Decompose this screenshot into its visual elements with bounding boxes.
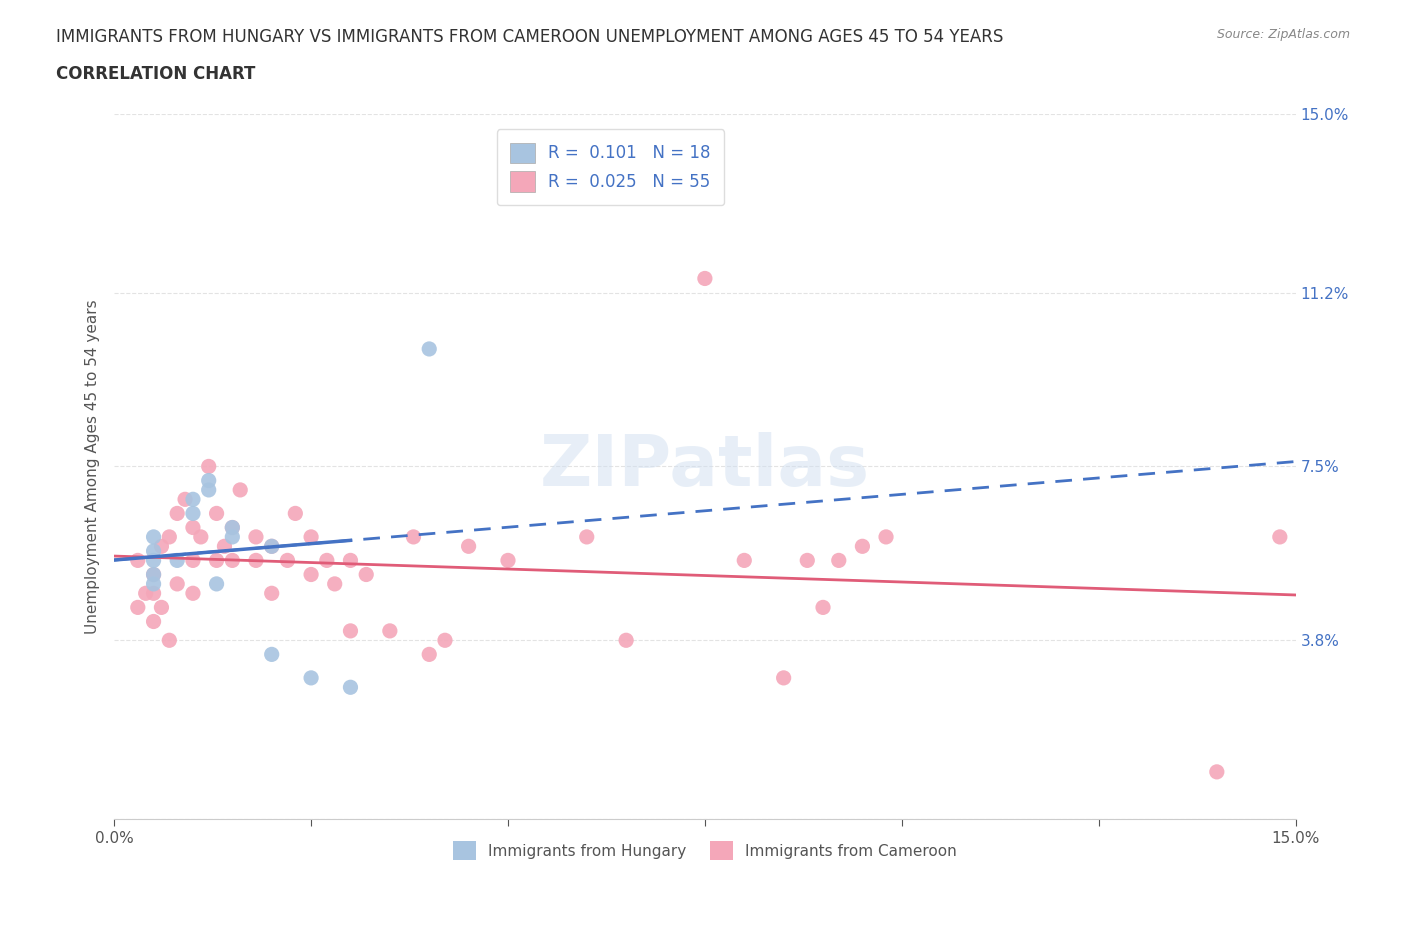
Point <box>1268 529 1291 544</box>
Point <box>157 529 180 544</box>
Point <box>457 538 479 553</box>
Point <box>127 600 149 615</box>
Point <box>260 647 283 662</box>
Point <box>197 459 219 474</box>
Point <box>221 553 243 568</box>
Point <box>181 520 204 535</box>
Point <box>378 623 401 638</box>
Point <box>614 632 637 647</box>
Text: ZIPatlas: ZIPatlas <box>540 432 870 501</box>
Point <box>142 586 165 601</box>
Point <box>496 553 519 568</box>
Point <box>166 506 188 521</box>
Point <box>433 632 456 647</box>
Point <box>197 473 219 488</box>
Legend: Immigrants from Hungary, Immigrants from Cameroon: Immigrants from Hungary, Immigrants from… <box>446 833 965 868</box>
Point <box>315 553 337 568</box>
Point <box>127 553 149 568</box>
Point <box>575 529 598 544</box>
Point <box>284 506 307 521</box>
Point <box>197 483 219 498</box>
Point <box>772 671 794 685</box>
Point <box>166 553 188 568</box>
Point <box>851 538 873 553</box>
Point <box>299 529 322 544</box>
Point <box>245 529 267 544</box>
Point <box>354 567 377 582</box>
Point <box>299 671 322 685</box>
Point <box>299 567 322 582</box>
Point <box>205 506 228 521</box>
Point <box>693 271 716 286</box>
Point <box>828 553 851 568</box>
Point <box>245 553 267 568</box>
Point <box>181 492 204 507</box>
Point <box>339 623 361 638</box>
Point <box>875 529 897 544</box>
Point <box>323 577 346 591</box>
Point <box>135 586 157 601</box>
Point <box>166 577 188 591</box>
Point <box>174 492 197 507</box>
Point <box>260 586 283 601</box>
Y-axis label: Unemployment Among Ages 45 to 54 years: Unemployment Among Ages 45 to 54 years <box>86 299 100 633</box>
Point <box>150 538 173 553</box>
Point <box>142 529 165 544</box>
Point <box>402 529 425 544</box>
Point <box>142 543 165 558</box>
Text: CORRELATION CHART: CORRELATION CHART <box>56 65 256 83</box>
Point <box>339 680 361 695</box>
Point <box>221 520 243 535</box>
Point <box>205 577 228 591</box>
Point <box>276 553 298 568</box>
Point <box>181 586 204 601</box>
Text: Source: ZipAtlas.com: Source: ZipAtlas.com <box>1216 28 1350 41</box>
Point <box>157 632 180 647</box>
Text: IMMIGRANTS FROM HUNGARY VS IMMIGRANTS FROM CAMEROON UNEMPLOYMENT AMONG AGES 45 T: IMMIGRANTS FROM HUNGARY VS IMMIGRANTS FR… <box>56 28 1004 46</box>
Point <box>418 341 440 356</box>
Point <box>221 529 243 544</box>
Point <box>205 553 228 568</box>
Point <box>181 506 204 521</box>
Point <box>418 647 440 662</box>
Point <box>142 567 165 582</box>
Point <box>733 553 755 568</box>
Point <box>181 553 204 568</box>
Point <box>260 538 283 553</box>
Point <box>796 553 818 568</box>
Point <box>142 577 165 591</box>
Point <box>214 538 236 553</box>
Point <box>221 520 243 535</box>
Point <box>190 529 212 544</box>
Point <box>142 614 165 629</box>
Point <box>260 538 283 553</box>
Point <box>142 553 165 568</box>
Point <box>339 553 361 568</box>
Point <box>229 483 252 498</box>
Point <box>1205 764 1227 779</box>
Point <box>811 600 834 615</box>
Point <box>150 600 173 615</box>
Point <box>142 567 165 582</box>
